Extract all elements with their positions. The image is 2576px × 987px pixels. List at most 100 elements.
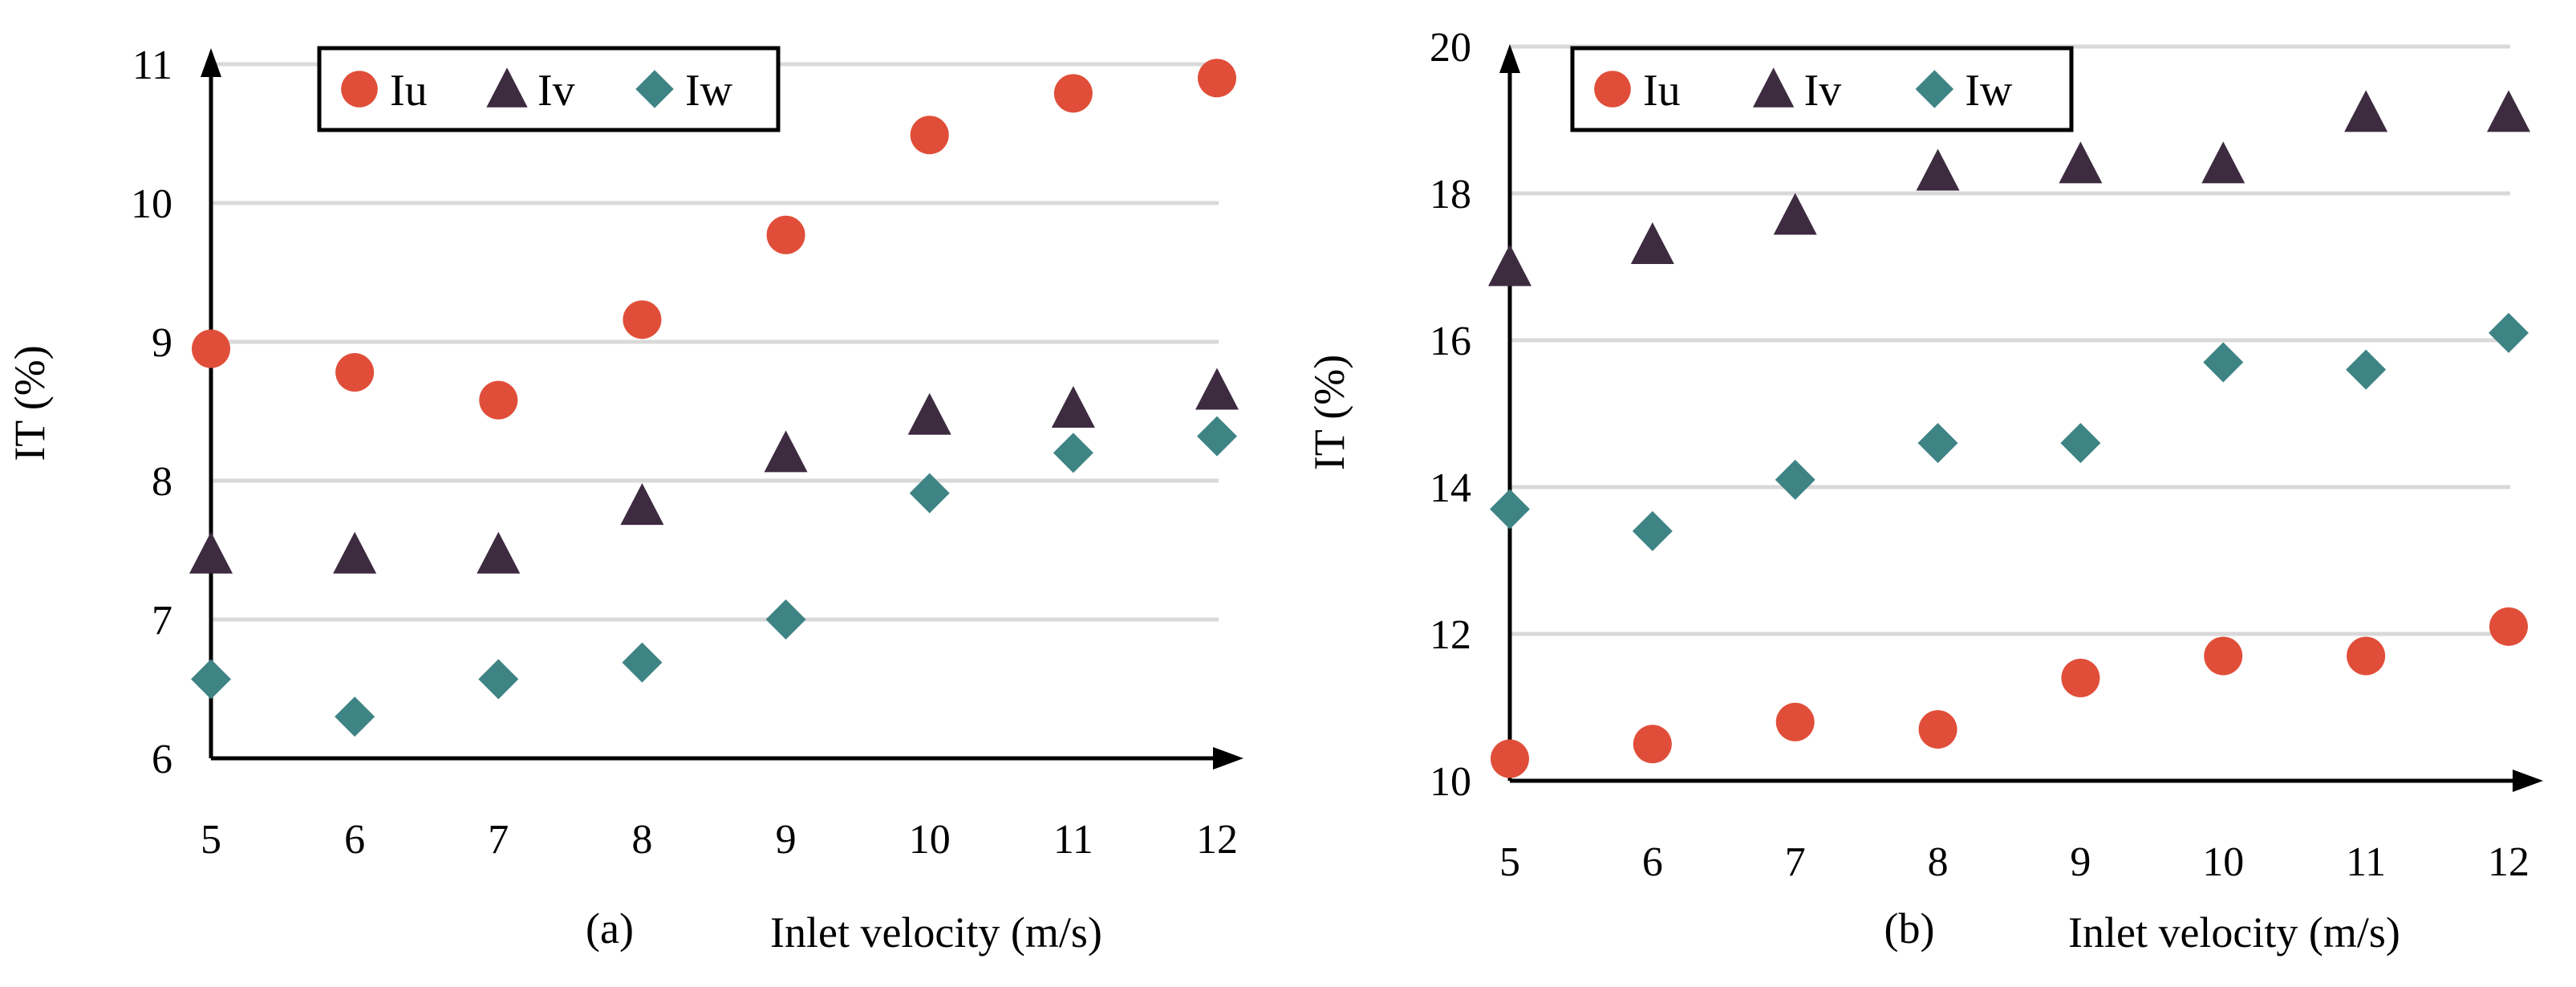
- legend-marker-iw: [1915, 70, 1954, 108]
- data-point-iu: [1491, 739, 1529, 778]
- x-tick-label: 5: [1499, 839, 1520, 885]
- data-point-iw: [765, 599, 806, 640]
- panel-label: (a): [586, 904, 634, 952]
- data-point-iv: [2344, 90, 2388, 132]
- x-axis-arrow: [2513, 770, 2543, 792]
- y-tick-label: 11: [132, 43, 172, 88]
- x-tick-label: 5: [201, 817, 221, 863]
- x-axis-label: Inlet velocity (m/s): [770, 908, 1102, 957]
- x-tick-label: 10: [909, 817, 951, 863]
- x-tick-label: 11: [2346, 839, 2386, 885]
- data-point-iv: [2059, 141, 2103, 184]
- y-tick-label: 16: [1430, 319, 1471, 364]
- data-point-iw: [1053, 433, 1093, 473]
- x-tick-label: 8: [631, 817, 652, 863]
- legend-label-iv: Iv: [1804, 66, 1842, 116]
- data-point-iw: [478, 659, 519, 700]
- legend-label-iu: Iu: [1643, 66, 1681, 116]
- y-tick-label: 20: [1430, 25, 1471, 71]
- data-point-iu: [1775, 702, 1815, 741]
- data-point-iv: [189, 531, 233, 574]
- data-point-iu: [623, 300, 662, 339]
- y-tick-label: 14: [1430, 465, 1471, 511]
- legend-marker-iw: [635, 70, 674, 108]
- legend-marker-iv: [486, 67, 528, 108]
- data-point-iw: [909, 473, 950, 514]
- legend-label-iu: Iu: [390, 66, 428, 116]
- data-point-iv: [1773, 193, 1817, 235]
- x-tick-label: 9: [2070, 839, 2091, 885]
- series-iw: [191, 416, 1237, 737]
- data-point-iv: [1916, 148, 1960, 191]
- data-point-iu: [479, 380, 518, 420]
- data-point-iv: [333, 531, 377, 574]
- series-iv: [189, 368, 1239, 574]
- data-point-iw: [1197, 416, 1237, 457]
- data-point-iw: [2060, 423, 2101, 464]
- legend-marker-iv: [1753, 67, 1795, 108]
- legend-box: [317, 46, 781, 132]
- legend-box: [1570, 46, 2074, 132]
- data-point-iu: [2347, 636, 2386, 676]
- x-tick-label: 8: [1928, 839, 1949, 885]
- chart-panel-b: 10 12 14 16 18 20 5 6 7 8 9 10 11 12 Inlet velocity (m…: [1305, 25, 2543, 957]
- data-point-iw: [335, 697, 375, 737]
- data-point-iw: [2346, 349, 2387, 390]
- legend: Iu Iv Iw: [1570, 46, 2074, 132]
- x-axis-label: Inlet velocity (m/s): [2068, 908, 2400, 957]
- data-point-iu: [1053, 74, 1093, 113]
- legend: Iu Iv Iw: [317, 46, 781, 132]
- legend-label-iv: Iv: [538, 66, 575, 116]
- data-point-iv: [1195, 368, 1239, 410]
- data-point-iw: [622, 642, 663, 683]
- x-tick-label: 6: [1642, 839, 1663, 885]
- data-point-iv: [907, 392, 951, 435]
- data-point-iv: [477, 531, 521, 574]
- y-axis-arrow: [201, 48, 221, 77]
- data-point-iu: [910, 116, 949, 155]
- y-tick-label: 18: [1430, 172, 1471, 217]
- legend-label-iw: Iw: [685, 66, 733, 116]
- panel-label: (b): [1884, 904, 1935, 952]
- series-iw: [1490, 312, 2529, 551]
- y-tick-label: 10: [131, 181, 172, 227]
- data-point-iw: [2489, 312, 2529, 353]
- data-point-iu: [766, 215, 805, 254]
- x-tick-label: 9: [776, 817, 797, 863]
- data-point-iv: [1488, 244, 1531, 286]
- data-point-iw: [1917, 423, 1958, 464]
- legend-marker-iu: [341, 71, 378, 108]
- series-iu: [1491, 607, 2528, 778]
- data-point-iw: [191, 659, 231, 700]
- data-point-iu: [1198, 59, 1236, 98]
- data-point-iv: [2201, 141, 2245, 184]
- y-axis-label: IT (%): [1305, 355, 1353, 470]
- x-tick-label: 7: [488, 817, 509, 863]
- x-tick-label: 12: [2488, 839, 2529, 885]
- data-point-iu: [192, 329, 230, 368]
- data-point-iw: [1490, 489, 1530, 530]
- x-tick-label: 10: [2202, 839, 2244, 885]
- data-point-iw: [1632, 510, 1673, 551]
- data-point-iu: [2204, 636, 2243, 676]
- legend-marker-iu: [1594, 71, 1631, 108]
- y-axis-label: IT (%): [6, 345, 54, 461]
- data-point-iu: [2489, 607, 2528, 646]
- data-point-iw: [2203, 342, 2244, 383]
- data-point-iu: [2061, 658, 2100, 697]
- x-tick-label: 11: [1053, 817, 1093, 863]
- data-point-iv: [764, 430, 808, 473]
- y-tick-label: 7: [152, 598, 172, 644]
- data-point-iu: [335, 353, 375, 392]
- data-point-iu: [1918, 709, 1957, 749]
- y-tick-label: 6: [152, 737, 172, 782]
- x-axis-arrow: [1213, 747, 1243, 770]
- data-point-iv: [1630, 222, 1674, 265]
- series-iu: [192, 59, 1236, 420]
- data-point-iv: [620, 483, 664, 526]
- y-tick-label: 8: [152, 459, 172, 505]
- data-point-iu: [1633, 725, 1672, 764]
- series-iv: [1488, 90, 2530, 286]
